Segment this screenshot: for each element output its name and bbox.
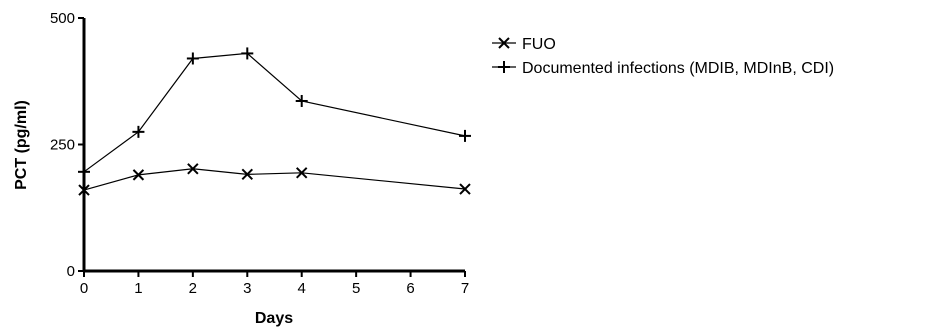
legend-marker-documented-infections xyxy=(498,61,510,73)
series-fuo xyxy=(78,163,471,196)
x-tick-label: 4 xyxy=(298,280,306,297)
data-point-fuo xyxy=(296,167,308,179)
legend-item-fuo: FUO xyxy=(492,36,556,53)
axes xyxy=(82,18,465,273)
legend-label-documented-infections: Documented infections (MDIB, MDInB, CDI) xyxy=(522,60,834,77)
data-point-fuo xyxy=(132,169,145,181)
series-line-documented-infections xyxy=(83,52,466,173)
x-tick-label: 1 xyxy=(134,280,142,297)
data-point-documented-infections xyxy=(295,94,308,107)
x-tick-label: 2 xyxy=(189,280,197,297)
legend-item-documented-infections: Documented infections (MDIB, MDInB, CDI) xyxy=(492,60,834,77)
data-point-fuo xyxy=(459,183,471,195)
data-point-fuo xyxy=(187,163,199,175)
legend-marker-fuo xyxy=(498,37,510,49)
x-tick-label: 5 xyxy=(352,280,360,297)
data-point-documented-infections xyxy=(132,125,145,138)
series-lines xyxy=(78,47,471,196)
data-point-documented-infections xyxy=(241,47,254,60)
data-point-fuo xyxy=(78,184,90,196)
data-point-documented-infections xyxy=(78,165,90,178)
axis-ticks: 0 250 500 0 1 2 3 4 5 6 7 xyxy=(50,10,469,297)
y-tick-label: 500 xyxy=(50,10,75,27)
x-tick-label: 7 xyxy=(461,280,469,297)
y-tick-label: 0 xyxy=(67,263,75,280)
x-tick-label: 0 xyxy=(80,280,88,297)
data-point-documented-infections xyxy=(459,129,471,142)
y-tick-label: 250 xyxy=(50,137,75,154)
series-line-fuo xyxy=(83,168,466,191)
y-axis-title: PCT (pg/ml) xyxy=(13,100,30,190)
x-tick-label: 3 xyxy=(243,280,251,297)
data-point-fuo xyxy=(241,168,253,181)
x-tick-label: 6 xyxy=(406,280,414,297)
legend: FUO Documented infections (MDIB, MDInB, C… xyxy=(492,36,834,77)
data-point-documented-infections xyxy=(186,52,199,65)
legend-label-fuo: FUO xyxy=(522,36,556,53)
x-axis-title: Days xyxy=(255,310,293,327)
series-documented-infections xyxy=(78,47,471,178)
